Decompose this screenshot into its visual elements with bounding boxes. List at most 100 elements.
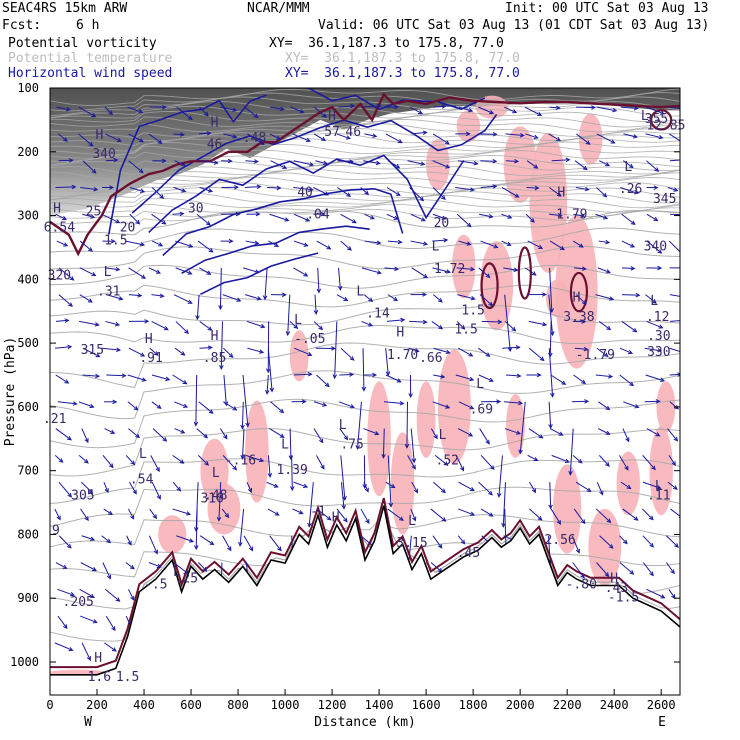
wind-vector-head [343,517,348,523]
wind-vector [58,535,72,549]
wind-vector [528,320,547,326]
wind-vector-head [649,542,655,548]
wind-vector-head [232,107,238,112]
wind-vector-head [63,242,69,247]
wind-vector [548,348,554,397]
wind-vector [458,240,471,245]
wind-vector-head [460,324,466,330]
wind-vector-head [584,399,590,404]
wind-vector [621,213,636,225]
wind-vector [56,106,71,111]
wind-vector-head [273,483,279,488]
wind-vector [245,454,264,462]
pv-positive-patch [656,381,676,433]
wind-vector-head [376,240,382,245]
wind-vector-head [536,372,542,378]
wind-vector [289,321,298,329]
wind-vector [172,508,191,515]
wind-vector-head [511,326,517,332]
wind-vector-head [86,656,91,662]
wind-vector-head [542,292,547,297]
wind-vector [527,454,538,461]
wind-vector [199,160,218,164]
pv-contour-tropopause [50,92,680,257]
wind-vector-head [155,269,161,274]
wind-vector [597,267,611,273]
plot-label: .21 [43,412,66,427]
plot-label: .43 [605,581,628,596]
wind-vector-head [441,488,446,494]
plot-label: 25 [86,205,102,220]
theta-isentrope [50,245,680,270]
plot-label: .30 [647,329,670,344]
wind-vector-head [265,368,271,374]
wind-vector-head [385,371,391,377]
wind-vector [670,508,680,517]
wind-vector-head [437,298,443,303]
wind-vector-head [179,459,185,464]
wind-vector [293,213,310,222]
wind-vector-head [89,403,95,409]
wind-vector-head [660,377,666,382]
wind-vector-head [633,190,639,195]
wind-vector-head [350,103,356,109]
wind-vector-head [630,243,636,248]
theta-isentrope [50,172,680,193]
plot-label: .205 [63,595,94,610]
wind-vector-head [513,267,519,272]
wind-vector-head [393,215,399,220]
wind-vector [551,454,569,463]
theta-isentrope [50,92,680,112]
wind-vector [623,133,637,138]
wind-vector [501,213,512,219]
wind-vector-head [254,269,260,274]
y-tick-label: 400 [17,272,39,286]
wind-vector [128,428,140,438]
wind-vector-head [399,400,405,406]
wind-vector [55,374,69,384]
wind-vector-head [203,111,209,117]
wind-vector [526,186,539,189]
wind-vector [220,321,223,369]
wind-vector-head [279,106,285,112]
wind-vector [387,160,400,169]
wind-vector-head [497,319,503,325]
wind-vector-head [605,239,611,245]
wind-vector-head [445,404,451,409]
wind-vector [619,535,628,544]
wind-vector [223,347,234,358]
wind-vector [338,267,341,290]
wind-vector-head [349,356,355,361]
theta-isentrope [50,141,680,159]
wind-vector [595,508,611,523]
wind-vector [479,428,490,445]
pv-positive-patch [506,394,525,458]
wind-vector-head [469,405,475,410]
wind-vector [646,428,660,437]
wind-vector [621,267,635,270]
wind-vector-head [660,594,666,599]
wind-vector [126,535,132,545]
wind-vector-head [127,540,132,546]
theta-isentrope [50,199,680,213]
wind-vector-head [140,352,146,357]
wind-vector [479,294,493,306]
wind-vector [573,213,585,217]
wind-vector [384,267,399,270]
wind-vector [432,239,448,242]
wind-vector-head [254,240,260,246]
wind-vector-head [635,292,641,298]
wind-vector-head [322,113,327,118]
plot-label: L [339,418,347,433]
wind-vector [246,481,252,493]
wind-vector-head [247,487,253,493]
wind-vector-head [279,408,285,414]
wind-vector [338,401,355,408]
wind-vector-head [518,449,523,455]
wind-vector-head [72,401,78,406]
wind-vector [151,213,166,225]
wind-vector [149,508,157,519]
field-name-theta: Potential temperature [8,51,173,66]
wind-vector-head [207,188,213,193]
wind-vector-head [582,165,588,171]
